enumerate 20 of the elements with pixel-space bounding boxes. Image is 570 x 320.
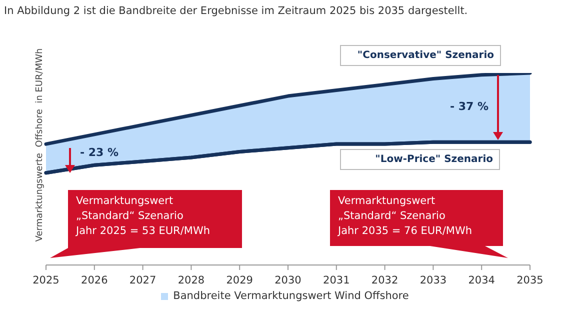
x-tick-label: 2028 <box>178 274 205 286</box>
annotation: - 37 % <box>450 100 489 113</box>
x-tick-label: 2029 <box>226 274 253 286</box>
x-tick-label: 2030 <box>274 274 302 286</box>
x-tick-label: 2035 <box>516 274 544 286</box>
x-tick-label: 2033 <box>420 274 447 286</box>
label-box: "Low-Price" Szenario <box>340 149 500 170</box>
x-tick-label: 2025 <box>32 274 60 286</box>
annotation: - 23 % <box>80 146 119 159</box>
y-axis-title: Vermarktungswerte Offshore in EUR/MWh <box>35 48 45 242</box>
annotation: Vermarktungswert „Standard“ Szenario Jahr 2035 = 76 EUR/MWh <box>338 194 472 239</box>
x-tick-label: 2027 <box>129 274 156 286</box>
label-box: "Conservative" Szenario <box>340 45 501 66</box>
annotation: Vermarktungswert „Standard“ Szenario Jahr 2025 = 53 EUR/MWh <box>76 194 210 239</box>
legend-label: Bandbreite Vermarktungswert Wind Offshore <box>172 290 409 302</box>
chart-title: In Abbildung 2 ist die Bandbreite der Ergebnisse im Zeitraum 2025 bis 2035 dargestellt. <box>4 5 468 17</box>
x-tick-label: 2034 <box>468 274 496 286</box>
x-tick-label: 2032 <box>371 274 398 286</box>
x-tick-label: 2031 <box>323 274 350 286</box>
x-tick-label: 2026 <box>81 274 108 286</box>
